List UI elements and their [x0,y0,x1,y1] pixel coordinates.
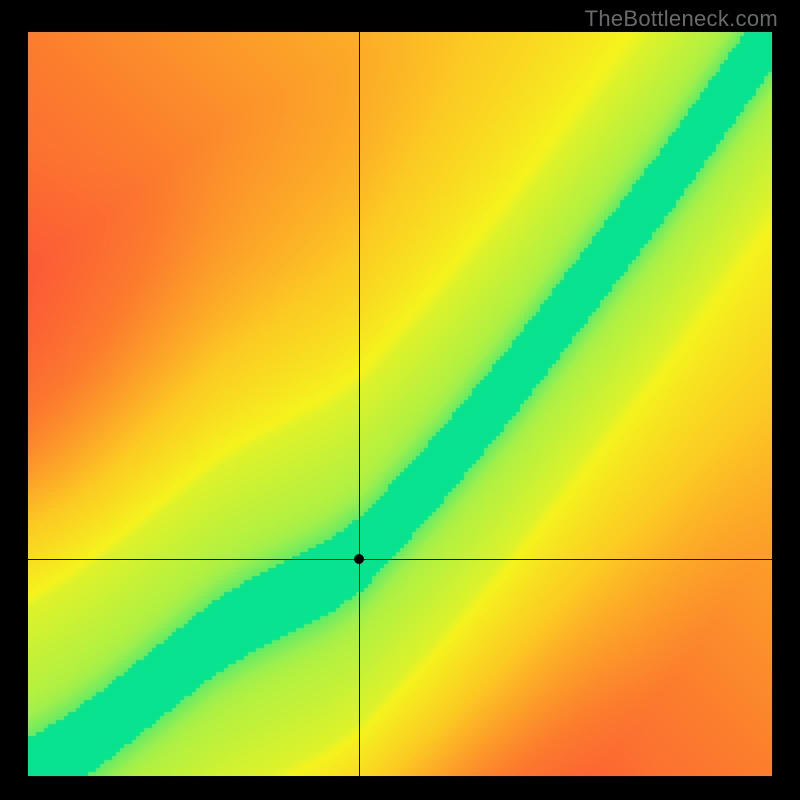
heatmap-plot [28,32,772,776]
crosshair-horizontal [28,559,772,560]
watermark-text: TheBottleneck.com [585,6,778,32]
crosshair-marker [354,554,364,564]
heatmap-canvas [28,32,772,776]
crosshair-vertical [359,32,360,776]
